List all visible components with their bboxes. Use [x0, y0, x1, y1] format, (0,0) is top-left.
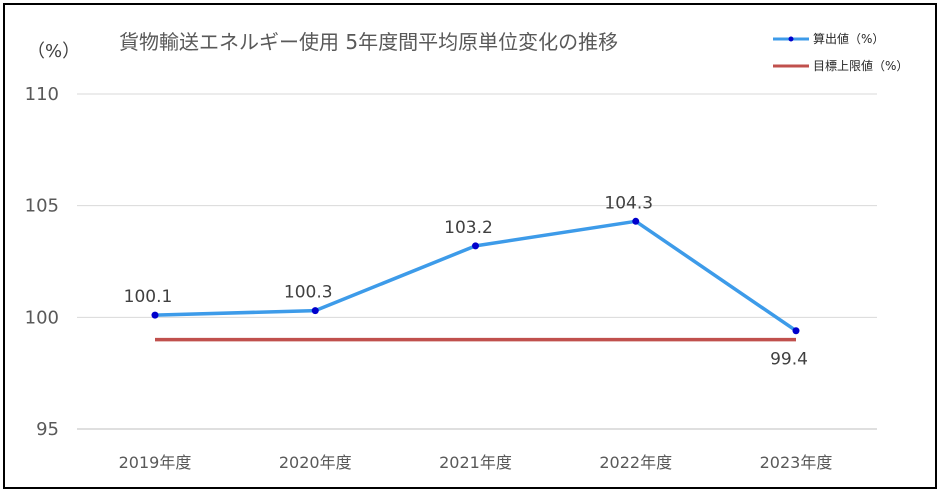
data-label-3: 104.3: [604, 193, 653, 213]
y-tick-label-95: 95: [36, 419, 59, 440]
legend-label-target: 目標上限値（%）: [813, 58, 908, 73]
chart-title: 貨物輸送エネルギー使用 5年度間平均原単位変化の推移: [119, 30, 618, 54]
chart-frame: （%） 貨物輸送エネルギー使用 5年度間平均原単位変化の推移 算出値（%） 目標…: [3, 3, 937, 489]
data-label-1: 100.3: [284, 283, 333, 303]
line-chart: （%） 貨物輸送エネルギー使用 5年度間平均原単位変化の推移 算出値（%） 目標…: [25, 30, 909, 472]
legend-label-calculated: 算出値（%）: [813, 31, 884, 46]
x-tick-label-0: 2019年度: [119, 453, 192, 472]
y-tick-label-105: 105: [25, 196, 59, 217]
y-axis-ticks: 95 100 105 110: [25, 84, 59, 440]
data-labels: 100.1 100.3 103.2 104.3 99.4: [124, 193, 808, 369]
data-point-0: [151, 311, 159, 319]
data-label-4: 99.4: [770, 350, 808, 370]
data-point-4: [792, 327, 800, 335]
y-unit-label: （%）: [27, 41, 80, 62]
x-tick-label-3: 2022年度: [599, 453, 672, 472]
data-point-3: [632, 217, 640, 225]
y-tick-label-100: 100: [25, 307, 59, 328]
y-tick-label-110: 110: [25, 84, 59, 105]
legend-marker-calculated: [788, 36, 794, 42]
data-label-0: 100.1: [124, 287, 173, 307]
x-tick-label-4: 2023年度: [760, 453, 833, 472]
data-label-2: 103.2: [444, 218, 493, 238]
data-point-2: [472, 242, 479, 250]
data-point-1: [311, 307, 319, 315]
data-markers: [151, 217, 800, 335]
x-tick-label-1: 2020年度: [279, 453, 352, 472]
x-axis-ticks: 2019年度 2020年度 2021年度 2022年度 2023年度: [119, 453, 833, 472]
series-lines: [154, 219, 797, 342]
legend: 算出値（%） 目標上限値（%）: [773, 31, 908, 73]
gridlines: [77, 93, 877, 430]
x-tick-label-2: 2021年度: [439, 453, 512, 472]
